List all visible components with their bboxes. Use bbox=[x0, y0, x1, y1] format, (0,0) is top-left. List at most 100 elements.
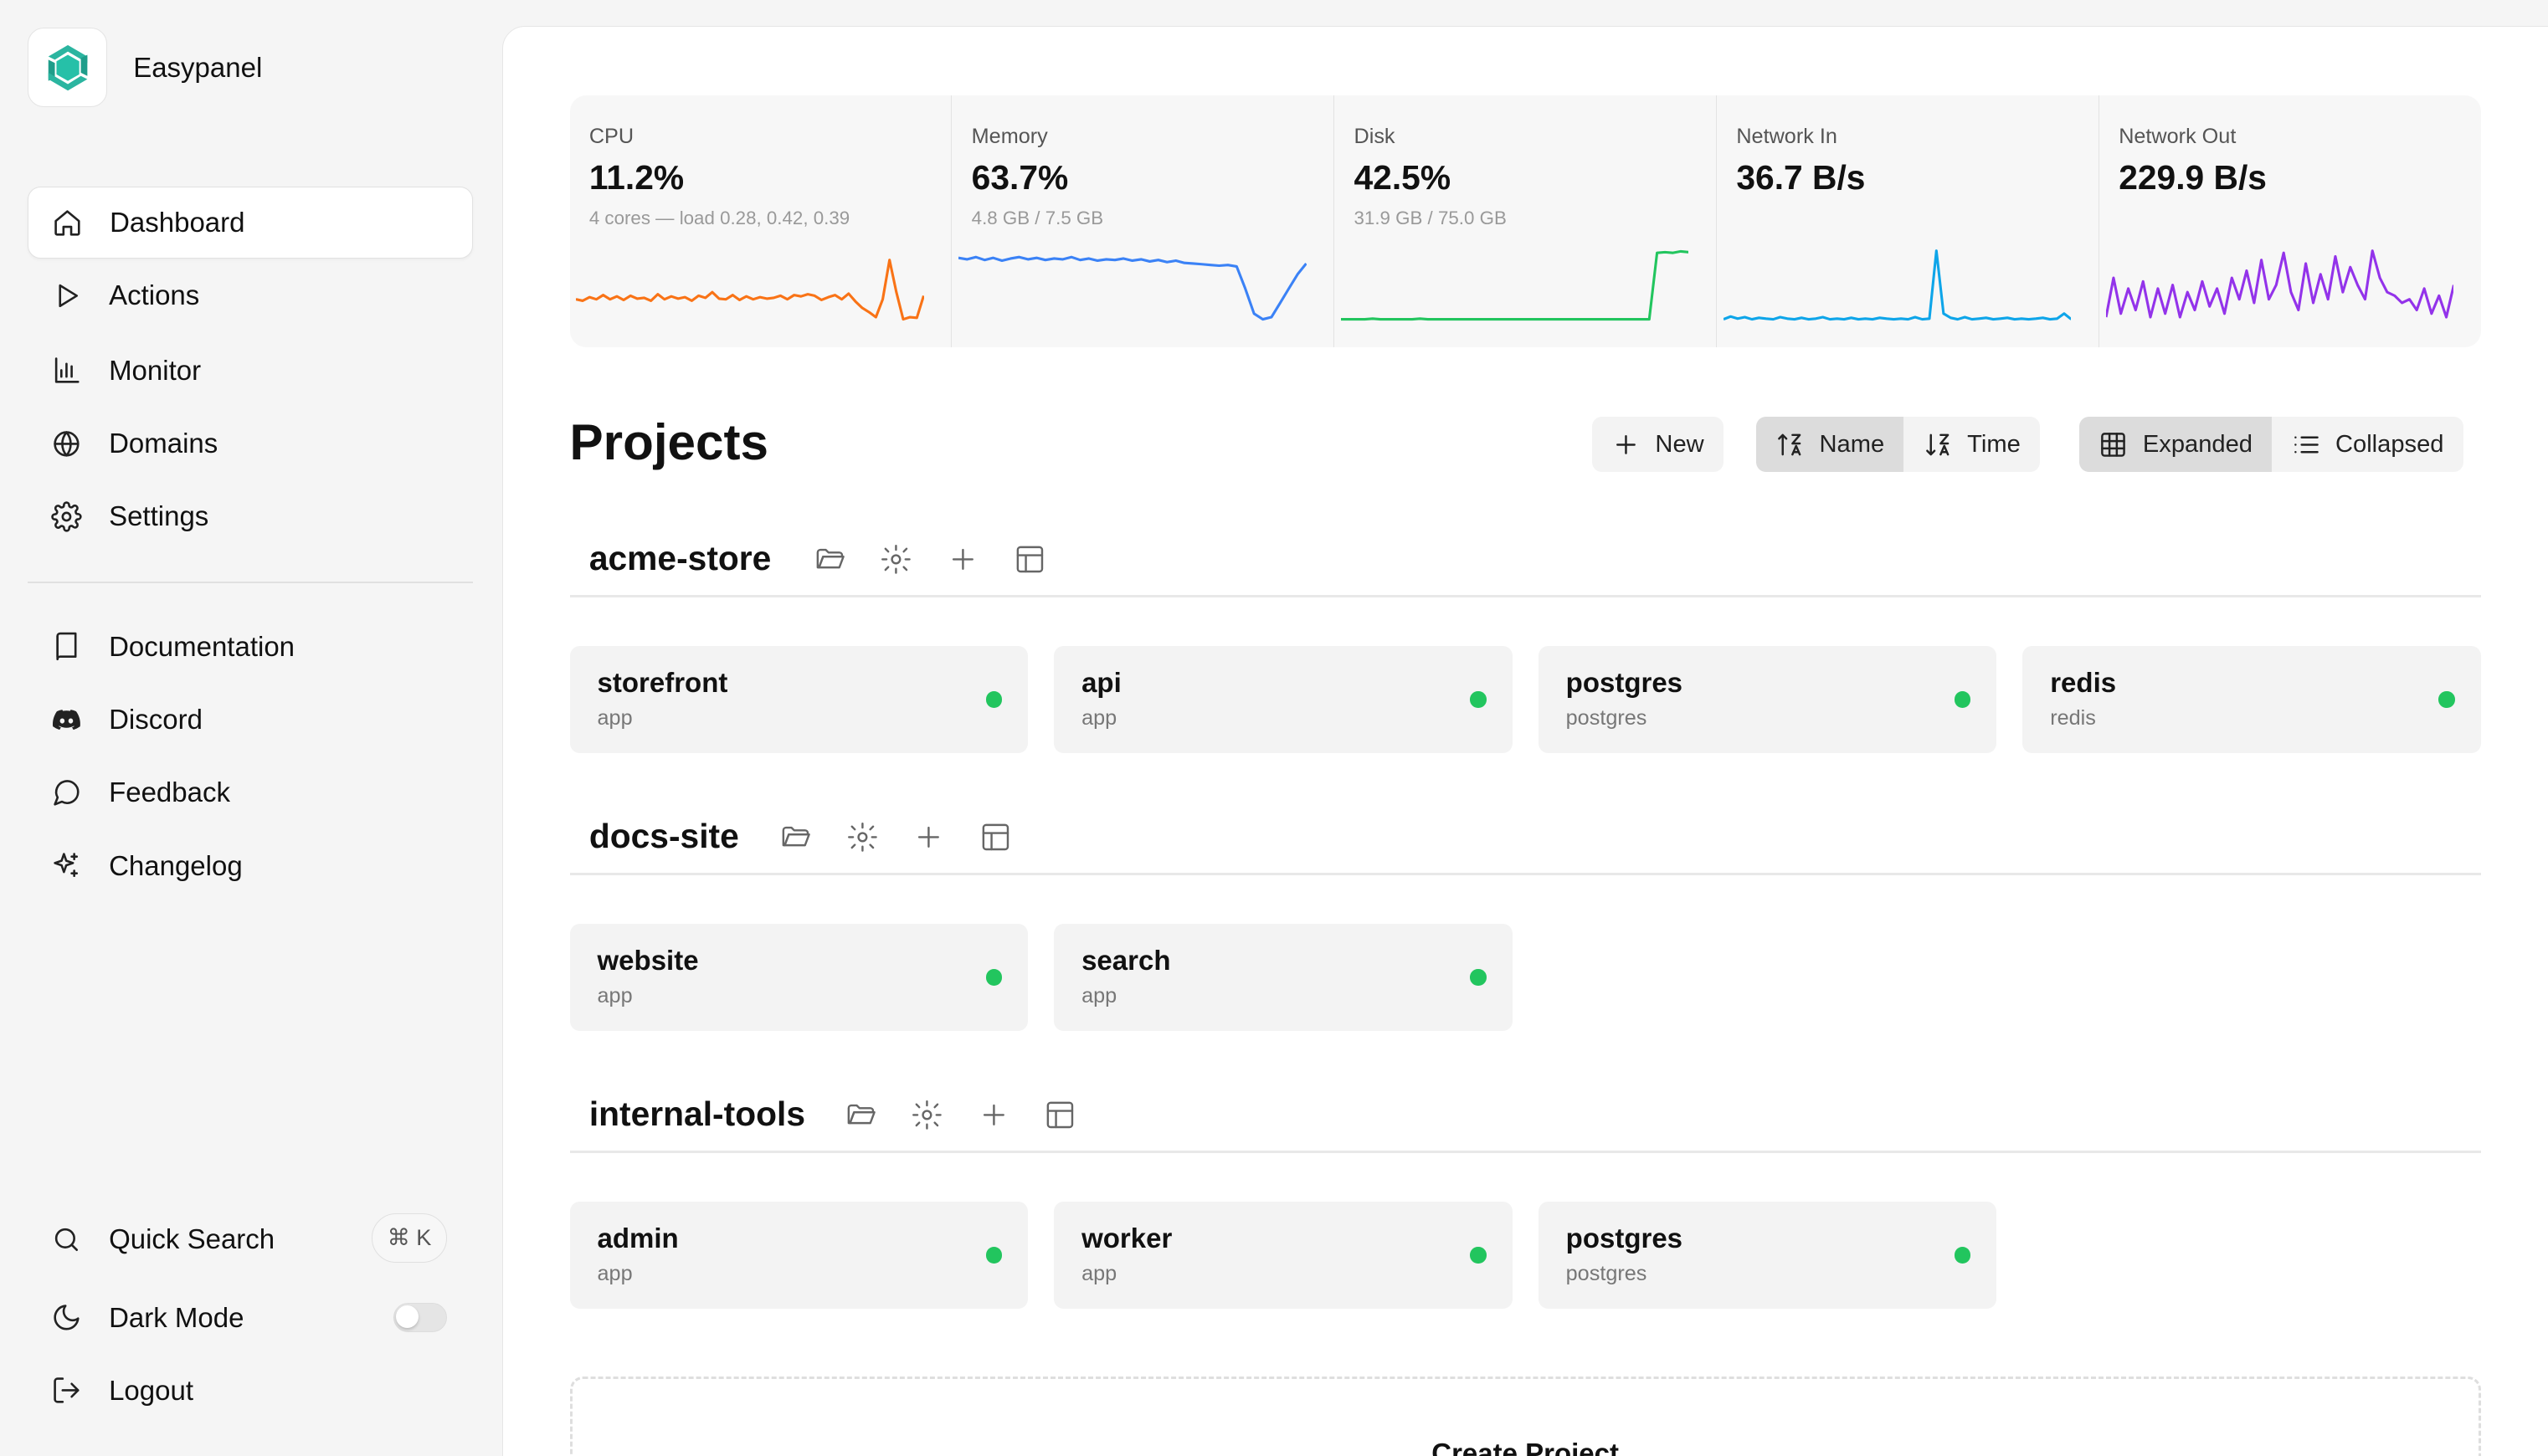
search-icon bbox=[50, 1223, 83, 1256]
sidebar-item-settings[interactable]: Settings bbox=[28, 481, 473, 552]
service-card[interactable]: website app bbox=[569, 923, 1029, 1031]
new-project-group: New bbox=[1591, 417, 1723, 473]
sort-name-button[interactable]: Name bbox=[1755, 417, 1904, 473]
service-card[interactable]: postgres postgres bbox=[1538, 1201, 1997, 1309]
sidebar-item-documentation[interactable]: Documentation bbox=[28, 611, 473, 682]
sort-za-icon bbox=[1925, 433, 1950, 455]
view-expanded-label: Expanded bbox=[2142, 430, 2253, 458]
layout-icon[interactable] bbox=[1044, 1098, 1111, 1134]
stat-value: 42.5% bbox=[1354, 158, 1451, 197]
quick-search-button[interactable]: Quick Search ⌘ K bbox=[28, 1204, 473, 1275]
network-in-sparkline bbox=[1723, 249, 2072, 321]
service-name: website bbox=[597, 945, 699, 976]
sidebar-item-label: Domains bbox=[109, 428, 218, 459]
sidebar-item-label: Dashboard bbox=[110, 206, 245, 238]
project-actions bbox=[845, 1098, 1111, 1134]
project-header: internal-tools bbox=[569, 1078, 2481, 1153]
service-card[interactable]: postgres postgres bbox=[1538, 645, 1997, 753]
sparkline-series bbox=[958, 255, 1307, 321]
service-type: redis bbox=[2050, 705, 2096, 730]
create-project-card[interactable]: Create Project bbox=[569, 1377, 2481, 1456]
sidebar-item-actions[interactable]: Actions bbox=[28, 260, 473, 331]
sidebar-item-label: Documentation bbox=[109, 630, 295, 662]
stat-network-out: Network Out 229.9 B/s bbox=[2098, 95, 2481, 347]
status-dot bbox=[985, 1247, 1002, 1264]
layout-icon[interactable] bbox=[1014, 542, 1081, 578]
dark-mode-row[interactable]: Dark Mode bbox=[28, 1282, 473, 1353]
brand[interactable]: Easypanel bbox=[28, 28, 262, 108]
plus-icon bbox=[1616, 434, 1636, 454]
network-out-sparkline bbox=[2105, 249, 2454, 319]
gear-icon[interactable] bbox=[911, 1098, 978, 1134]
new-project-button[interactable]: New bbox=[1591, 417, 1723, 473]
project-actions bbox=[779, 820, 1045, 856]
disk-sparkline bbox=[1340, 250, 1689, 321]
service-type: app bbox=[1081, 1261, 1117, 1285]
gear-icon[interactable] bbox=[880, 542, 947, 578]
sidebar-item-monitor[interactable]: Monitor bbox=[28, 335, 473, 406]
status-dot bbox=[2438, 691, 2455, 708]
sidebar-item-changelog[interactable]: Changelog bbox=[28, 830, 473, 901]
project-header: docs-site bbox=[569, 800, 2481, 875]
stat-sub: 31.9 GB / 75.0 GB bbox=[1354, 207, 1507, 228]
stat-value: 63.7% bbox=[971, 158, 1069, 197]
project-name[interactable]: acme-store bbox=[588, 538, 772, 577]
message-circle-icon bbox=[50, 777, 83, 809]
view-collapsed-button[interactable]: Collapsed bbox=[2272, 417, 2463, 473]
plus-icon[interactable] bbox=[978, 1098, 1045, 1134]
folder-icon[interactable] bbox=[814, 542, 881, 578]
quick-search-label: Quick Search bbox=[109, 1223, 275, 1255]
stat-sub: 4 cores — load 0.28, 0.42, 0.39 bbox=[588, 207, 850, 228]
project-actions bbox=[814, 542, 1080, 578]
view-expanded-button[interactable]: Expanded bbox=[2079, 417, 2273, 473]
sort-time-label: Time bbox=[1967, 430, 2021, 458]
gear-icon bbox=[50, 500, 83, 533]
sidebar: Easypanel Dashboard Actions Monitor Doma… bbox=[0, 0, 502, 1456]
logout-button[interactable]: Logout bbox=[28, 1355, 473, 1426]
sort-group: Name Time bbox=[1755, 417, 2041, 473]
sparkles-icon bbox=[50, 849, 83, 882]
sidebar-item-label: Monitor bbox=[109, 354, 202, 386]
view-group: Expanded Collapsed bbox=[2079, 417, 2463, 473]
stat-memory: Memory 63.7% 4.8 GB / 7.5 GB bbox=[951, 95, 1333, 347]
sidebar-item-domains[interactable]: Domains bbox=[28, 408, 473, 479]
logout-label: Logout bbox=[109, 1374, 193, 1406]
service-name: postgres bbox=[1565, 1223, 1683, 1253]
sparkline-series bbox=[1340, 250, 1689, 321]
sidebar-item-feedback[interactable]: Feedback bbox=[28, 757, 473, 828]
project-name[interactable]: internal-tools bbox=[588, 1094, 806, 1133]
service-type: app bbox=[1081, 983, 1117, 1007]
status-dot bbox=[985, 969, 1002, 986]
service-card[interactable]: redis redis bbox=[2022, 645, 2481, 753]
book-icon bbox=[50, 630, 83, 663]
status-dot bbox=[1954, 691, 1971, 708]
cpu-sparkline bbox=[576, 259, 924, 321]
stat-network-in: Network In 36.7 B/s bbox=[1716, 95, 2099, 347]
logout-icon bbox=[50, 1375, 83, 1407]
sidebar-item-dashboard[interactable]: Dashboard bbox=[28, 187, 473, 259]
stat-label: Network Out bbox=[2119, 124, 2237, 148]
service-card[interactable]: worker app bbox=[1054, 1201, 1513, 1309]
sidebar-item-discord[interactable]: Discord bbox=[28, 684, 473, 755]
layout-icon[interactable] bbox=[979, 820, 1046, 856]
plus-icon[interactable] bbox=[947, 542, 1014, 578]
service-type: postgres bbox=[1565, 705, 1647, 730]
project-name[interactable]: docs-site bbox=[588, 816, 739, 855]
gear-icon[interactable] bbox=[846, 820, 913, 856]
service-card[interactable]: search app bbox=[1054, 923, 1513, 1031]
play-icon bbox=[50, 279, 83, 312]
dark-mode-toggle[interactable] bbox=[393, 1303, 447, 1332]
service-card[interactable]: admin app bbox=[569, 1201, 1029, 1309]
sort-time-button[interactable]: Time bbox=[1903, 417, 2041, 473]
service-card[interactable]: storefront app bbox=[569, 645, 1029, 753]
folder-icon[interactable] bbox=[779, 820, 846, 856]
status-dot bbox=[1954, 1247, 1971, 1264]
sort-az-icon bbox=[1778, 433, 1801, 455]
folder-icon[interactable] bbox=[845, 1098, 912, 1134]
plus-icon[interactable] bbox=[912, 820, 979, 856]
service-card[interactable]: api app bbox=[1054, 645, 1513, 753]
sort-name-label: Name bbox=[1819, 430, 1885, 458]
sparkline-series bbox=[576, 259, 924, 321]
service-type: app bbox=[597, 1261, 633, 1285]
stat-label: CPU bbox=[588, 124, 634, 148]
